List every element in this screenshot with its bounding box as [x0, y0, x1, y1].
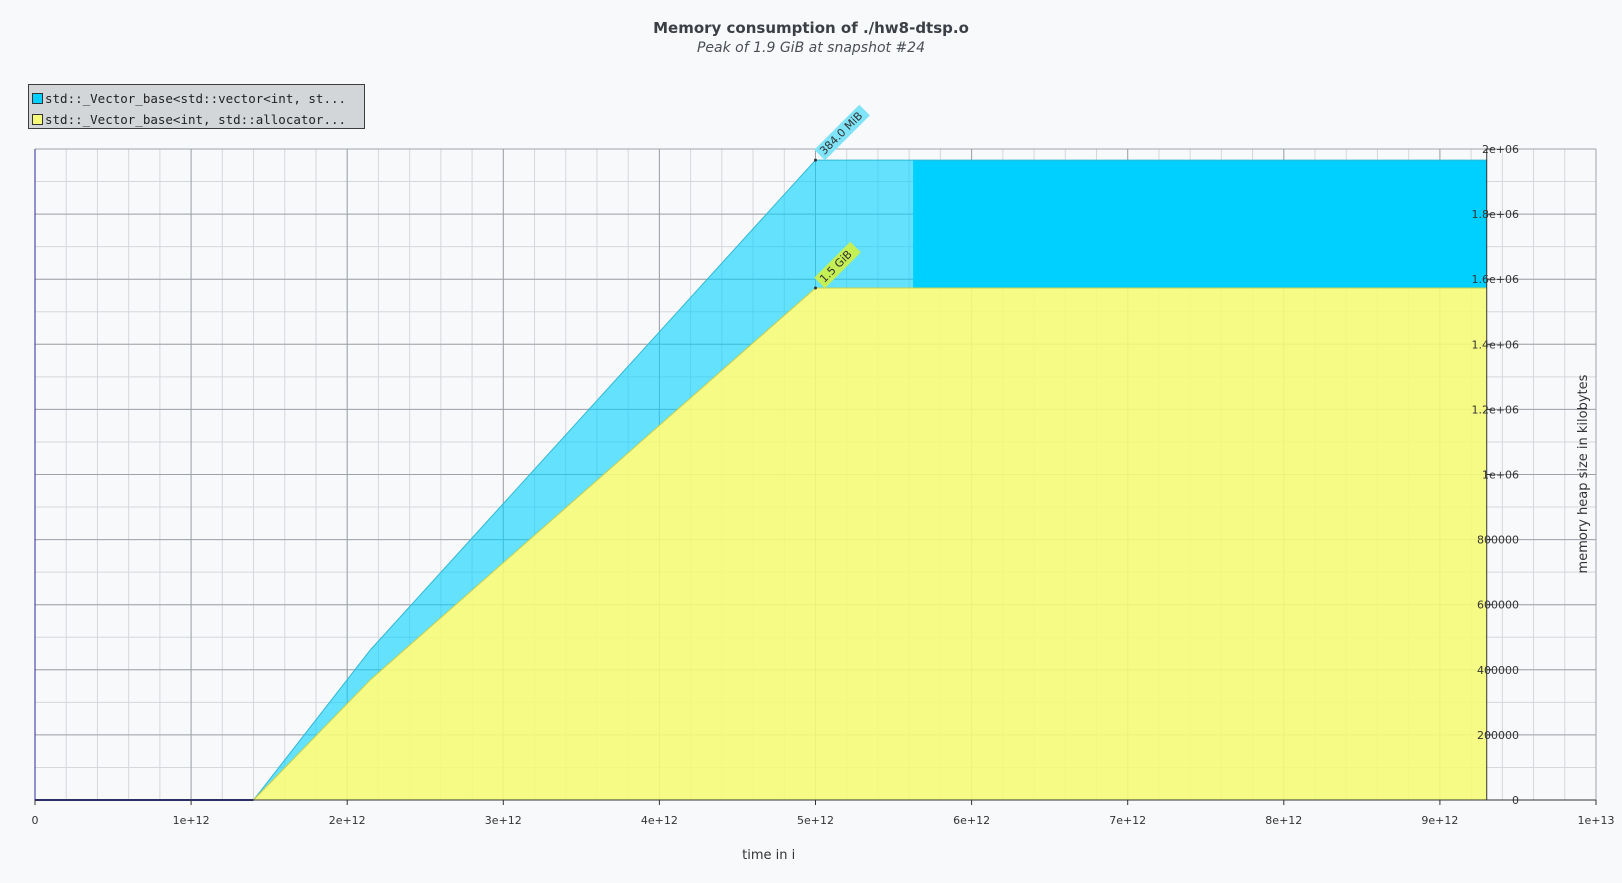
x-tick-label: 1e+13 — [1578, 814, 1615, 827]
x-tick-label: 0 — [32, 814, 39, 827]
x-tick-label: 5e+12 — [797, 814, 834, 827]
y-tick-label: 1e+06 — [1482, 469, 1519, 482]
y-tick-label: 200000 — [1477, 729, 1519, 742]
area-vector-of-vector — [35, 160, 1487, 800]
area-series — [35, 159, 1487, 801]
y-tick-label: 600000 — [1477, 599, 1519, 612]
y-tick-label: 1.8e+06 — [1472, 208, 1519, 221]
peak-label-background — [814, 241, 861, 289]
y-tick-label: 1.4e+06 — [1472, 338, 1519, 351]
chart-title: Memory consumption of ./hw8-dtsp.o — [653, 19, 969, 37]
axes: 0 1e+12 2e+12 3e+12 4e+12 5e+12 6e+12 7e+12 8e+1… — [32, 143, 1615, 827]
area-vector-of-int — [35, 287, 1487, 800]
legend: std::_Vector_base<std::vector<int, st...… — [28, 84, 365, 129]
legend-item-vector-of-int[interactable]: std::_Vector_base<int, std::allocator... — [32, 109, 364, 130]
y-tick-label: 1.2e+06 — [1472, 403, 1519, 416]
x-tick-label: 4e+12 — [641, 814, 678, 827]
legend-item-vector-of-vector[interactable]: std::_Vector_base<std::vector<int, st... — [32, 88, 364, 109]
chart-subtitle: Peak of 1.9 GiB at snapshot #24 — [696, 40, 925, 56]
peak-label-background — [814, 104, 870, 161]
x-tick-label: 2e+12 — [329, 814, 366, 827]
y-tick-label: 1.6e+06 — [1472, 273, 1519, 286]
y-tick-label: 800000 — [1477, 534, 1519, 547]
y-tick-label: 400000 — [1477, 664, 1519, 677]
y-axis-label: memory heap size in kilobytes — [1576, 374, 1591, 573]
x-tick-label: 8e+12 — [1265, 814, 1302, 827]
area-vector-of-vector-solid — [913, 160, 1487, 288]
x-axis-label: time in i — [742, 848, 795, 863]
legend-swatch-yellow — [32, 114, 43, 125]
legend-label: std::_Vector_base<int, std::allocator... — [45, 112, 347, 127]
x-tick-label: 9e+12 — [1421, 814, 1458, 827]
x-tick-label: 3e+12 — [485, 814, 522, 827]
legend-label: std::_Vector_base<std::vector<int, st... — [45, 91, 347, 106]
x-tick-label: 6e+12 — [953, 814, 990, 827]
peak-marker — [814, 286, 817, 290]
y-tick-label: 2e+06 — [1482, 143, 1519, 156]
legend-swatch-cyan — [32, 93, 43, 104]
x-tick-label: 7e+12 — [1109, 814, 1146, 827]
x-tick-label: 1e+12 — [173, 814, 210, 827]
peak-marker — [814, 158, 817, 162]
y-tick-label: 0 — [1512, 794, 1519, 807]
